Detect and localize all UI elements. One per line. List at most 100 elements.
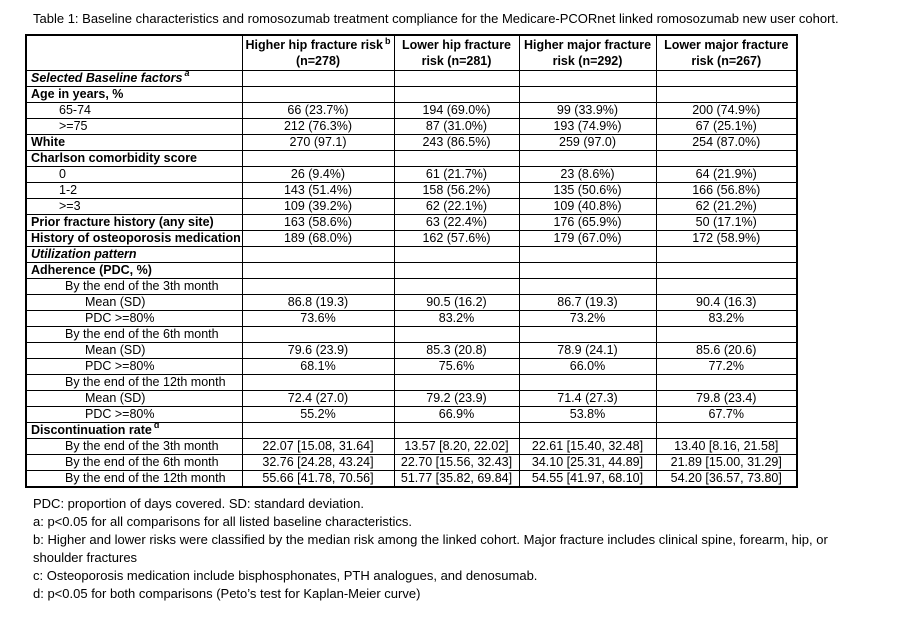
baseline-characteristics-table: Higher hip fracture risk b (n=278) Lower hi… bbox=[25, 34, 798, 488]
data-cell: 143 (51.4%) bbox=[241, 181, 395, 199]
column-header-line1: Lower hip fracture bbox=[401, 37, 512, 52]
data-cell bbox=[241, 421, 395, 439]
table-row: Utilization pattern bbox=[25, 245, 798, 263]
data-cell bbox=[518, 69, 657, 87]
data-cell: 109 (40.8%) bbox=[518, 197, 657, 215]
row-label: By the end of the 12th month bbox=[25, 373, 243, 391]
column-header-4: Lower major fracture risk (n=267) bbox=[655, 34, 798, 71]
data-cell: 163 (58.6%) bbox=[241, 213, 395, 231]
data-cell bbox=[393, 325, 520, 343]
data-cell bbox=[518, 149, 657, 167]
data-cell: 270 (97.1) bbox=[241, 133, 395, 151]
table-row: 1-2 143 (51.4%) 158 (56.2%) 135 (50.6%) 166 … bbox=[25, 181, 798, 199]
data-cell: 66.9% bbox=[393, 405, 520, 423]
table-row: By the end of the 6th month bbox=[25, 325, 798, 343]
data-cell: 193 (74.9%) bbox=[518, 117, 657, 135]
data-cell bbox=[655, 261, 798, 279]
data-cell: 54.55 [41.97, 68.10] bbox=[518, 469, 657, 487]
data-cell: 68.1% bbox=[241, 357, 395, 375]
data-cell bbox=[393, 149, 520, 167]
table-row: >=3 109 (39.2%) 62 (22.1%) 109 (40.8%) 62 (2… bbox=[25, 197, 798, 215]
data-cell: 63 (22.4%) bbox=[393, 213, 520, 231]
table-row: By the end of the 12th month 55.66 [41.78… bbox=[25, 469, 798, 487]
data-cell: 32.76 [24.28, 43.24] bbox=[241, 453, 395, 471]
data-cell: 54.20 [36.57, 73.80] bbox=[655, 469, 798, 487]
data-cell: 189 (68.0%) bbox=[241, 229, 395, 247]
column-header-line2: risk (n=292) bbox=[552, 53, 623, 68]
data-cell bbox=[518, 85, 657, 103]
superscript: a bbox=[184, 70, 190, 79]
data-cell bbox=[241, 277, 395, 295]
superscript: d bbox=[153, 422, 160, 431]
data-cell: 243 (86.5%) bbox=[393, 133, 520, 151]
row-label: Prior fracture history (any site) bbox=[25, 213, 243, 231]
data-cell: 66 (23.7%) bbox=[241, 101, 395, 119]
superscript: b bbox=[385, 35, 391, 46]
data-cell: 90.5 (16.2) bbox=[393, 293, 520, 311]
data-cell: 73.6% bbox=[241, 309, 395, 327]
footnote-c: c: Osteoporosis medication include bisph… bbox=[33, 567, 538, 583]
table-row: By the end of the 12th month bbox=[25, 373, 798, 391]
table-row: Selected Baseline factors a bbox=[25, 69, 798, 87]
data-cell bbox=[393, 421, 520, 439]
table-row: History of osteoporosis medicationc189 (… bbox=[25, 229, 798, 247]
table-title: Table 1: Baseline characteristics and ro… bbox=[33, 11, 839, 26]
data-cell: 62 (21.2%) bbox=[655, 197, 798, 215]
table-row: White 270 (97.1) 243 (86.5%) 259 (97.0) 254 … bbox=[25, 133, 798, 151]
table-row: PDC >=80% 55.2% 66.9% 53.8% 67.7% bbox=[25, 405, 798, 423]
data-cell bbox=[518, 277, 657, 295]
data-cell: 13.40 [8.16, 21.58] bbox=[655, 437, 798, 455]
data-cell bbox=[241, 69, 395, 87]
table-row: 0 26 (9.4%) 61 (21.7%) 23 (8.6%) 64 (21.9%) bbox=[25, 165, 798, 183]
data-cell: 83.2% bbox=[655, 309, 798, 327]
row-label: 1-2 bbox=[25, 181, 243, 199]
data-cell: 90.4 (16.3) bbox=[655, 293, 798, 311]
row-label: 65-74 bbox=[25, 101, 243, 119]
table-row: PDC >=80% 68.1% 75.6% 66.0% 77.2% bbox=[25, 357, 798, 375]
data-cell: 61 (21.7%) bbox=[393, 165, 520, 183]
data-cell: 79.8 (23.4) bbox=[655, 389, 798, 407]
row-label: Utilization pattern bbox=[25, 245, 243, 263]
row-label: By the end of the 6th month bbox=[25, 325, 243, 343]
column-header-line2: risk (n=281) bbox=[421, 53, 492, 68]
row-label: PDC >=80% bbox=[25, 405, 243, 423]
table-row: >=75 212 (76.3%) 87 (31.0%) 193 (74.9%) 67 (… bbox=[25, 117, 798, 135]
data-cell: 179 (67.0%) bbox=[518, 229, 657, 247]
data-cell: 72.4 (27.0) bbox=[241, 389, 395, 407]
column-header-line2: (n=278) bbox=[295, 53, 341, 68]
data-cell: 53.8% bbox=[518, 405, 657, 423]
data-cell bbox=[393, 373, 520, 391]
data-cell: 34.10 [25.31, 44.89] bbox=[518, 453, 657, 471]
data-cell bbox=[518, 421, 657, 439]
data-cell: 162 (57.6%) bbox=[393, 229, 520, 247]
data-cell: 176 (65.9%) bbox=[518, 213, 657, 231]
row-label: Adherence (PDC, %) bbox=[25, 261, 243, 279]
data-cell bbox=[393, 245, 520, 263]
data-cell bbox=[518, 373, 657, 391]
data-cell: 109 (39.2%) bbox=[241, 197, 395, 215]
table-row: 65-74 66 (23.7%) 194 (69.0%) 99 (33.9%) 200 … bbox=[25, 101, 798, 119]
data-cell bbox=[655, 149, 798, 167]
data-cell bbox=[393, 85, 520, 103]
row-label: >=75 bbox=[25, 117, 243, 135]
table-row: Mean (SD) 86.8 (19.3) 90.5 (16.2) 86.7 (19.… bbox=[25, 293, 798, 311]
data-cell bbox=[241, 85, 395, 103]
row-label: Charlson comorbidity score bbox=[25, 149, 243, 167]
row-label: Mean (SD) bbox=[25, 389, 243, 407]
column-header-line1: Higher major fracture bbox=[523, 37, 652, 52]
data-cell bbox=[241, 149, 395, 167]
column-header-1: Higher hip fracture risk b (n=278) bbox=[241, 34, 395, 71]
data-cell: 22.07 [15.08, 31.64] bbox=[241, 437, 395, 455]
data-cell bbox=[241, 245, 395, 263]
table-row: PDC >=80% 73.6% 83.2% 73.2% 83.2% bbox=[25, 309, 798, 327]
table-row: By the end of the 3th month bbox=[25, 277, 798, 295]
table-row: By the end of the 3th month 22.07 [15.08,… bbox=[25, 437, 798, 455]
data-cell bbox=[241, 325, 395, 343]
table-row: Discontinuation rate d bbox=[25, 421, 798, 439]
footnote-abbreviations: PDC: proportion of days covered. SD: sta… bbox=[33, 495, 364, 511]
data-cell: 73.2% bbox=[518, 309, 657, 327]
table-row: Mean (SD) 79.6 (23.9) 85.3 (20.8) 78.9 (24.… bbox=[25, 341, 798, 359]
data-cell: 77.2% bbox=[655, 357, 798, 375]
data-cell: 50 (17.1%) bbox=[655, 213, 798, 231]
